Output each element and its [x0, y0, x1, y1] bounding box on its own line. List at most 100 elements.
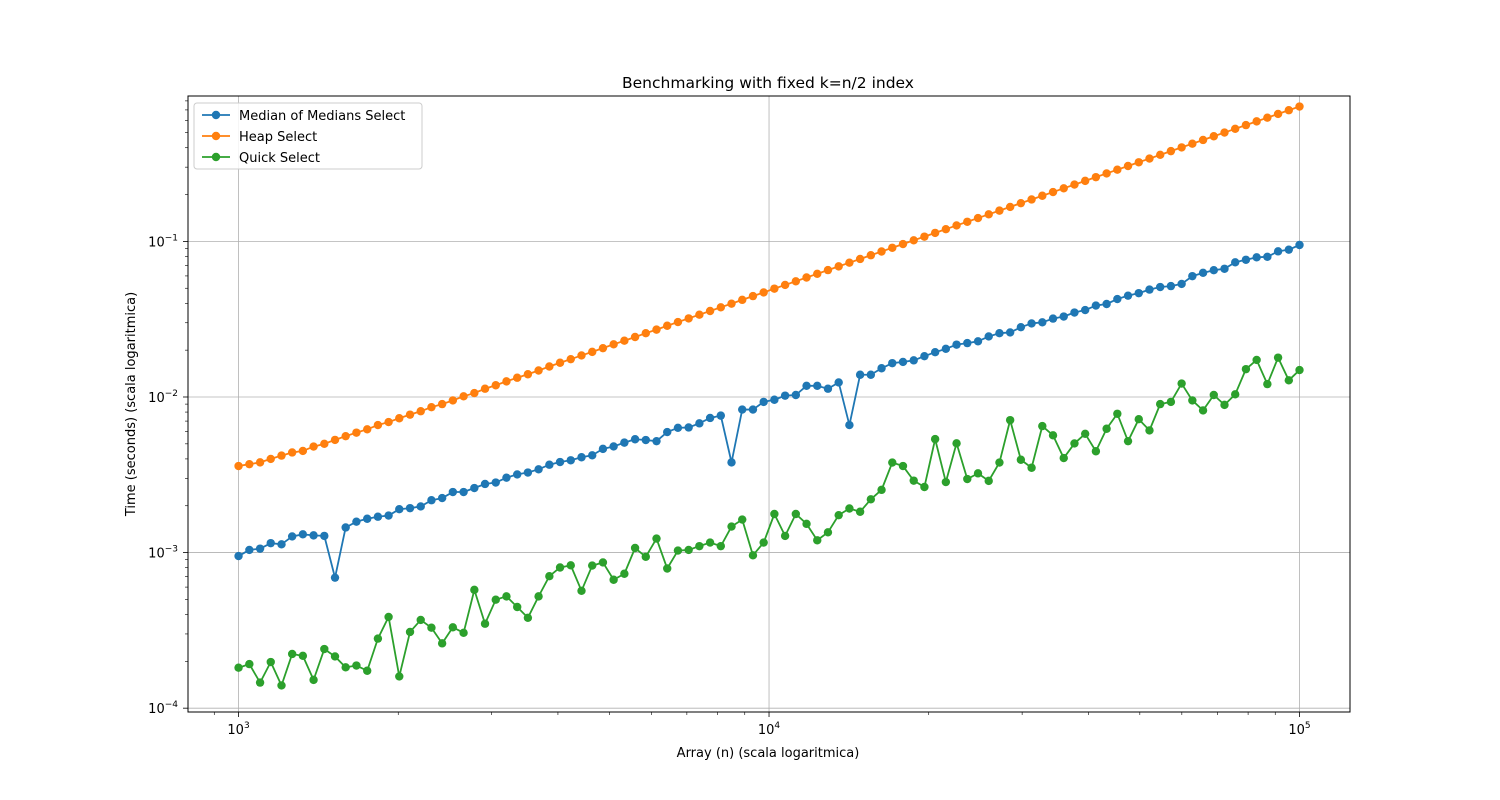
data-point-median-of-medians-select — [1016, 322, 1026, 332]
data-point-heap-select — [888, 243, 897, 252]
data-point-heap-select — [255, 458, 265, 467]
data-point-median-of-medians-select — [1113, 294, 1122, 304]
data-point-quick-select — [320, 644, 329, 654]
data-point-median-of-medians-select — [930, 348, 940, 357]
data-point-heap-select — [866, 251, 876, 260]
data-point-median-of-medians-select — [1005, 328, 1015, 337]
data-point-heap-select — [1027, 195, 1036, 204]
data-point-heap-select — [716, 303, 725, 312]
data-point-quick-select — [738, 515, 747, 524]
data-point-heap-select — [1134, 158, 1143, 167]
data-point-quick-select — [780, 531, 790, 541]
data-point-heap-select — [759, 288, 768, 297]
data-point-heap-select — [705, 306, 715, 316]
data-point-median-of-medians-select — [770, 395, 779, 404]
data-point-quick-select — [513, 602, 522, 612]
data-point-heap-select — [1231, 124, 1240, 134]
data-point-heap-select — [1102, 169, 1111, 178]
data-point-heap-select — [480, 384, 490, 393]
data-point-heap-select — [287, 448, 297, 457]
data-point-quick-select — [1005, 415, 1015, 425]
data-point-quick-select — [823, 528, 833, 537]
data-point-heap-select — [1284, 106, 1294, 115]
data-point-heap-select — [459, 392, 468, 401]
data-point-median-of-medians-select — [845, 420, 854, 430]
data-point-median-of-medians-select — [834, 378, 843, 387]
data-point-heap-select — [952, 221, 961, 230]
data-point-heap-select — [363, 425, 372, 434]
data-point-quick-select — [427, 623, 436, 632]
legend: Median of Medians Select Heap Select Quick… — [193, 102, 423, 170]
data-point-median-of-medians-select — [995, 329, 1004, 338]
data-point-heap-select — [1091, 172, 1101, 182]
data-point-heap-select — [963, 217, 972, 226]
data-point-median-of-medians-select — [630, 435, 640, 444]
data-point-quick-select — [266, 657, 275, 667]
data-point-median-of-medians-select — [1134, 288, 1143, 298]
data-point-median-of-medians-select — [1188, 271, 1197, 281]
data-point-heap-select — [234, 461, 243, 471]
data-point-quick-select — [1177, 379, 1186, 388]
data-point-quick-select — [405, 627, 415, 637]
data-point-heap-select — [405, 410, 415, 419]
data-point-median-of-medians-select — [352, 517, 361, 526]
data-point-heap-select — [727, 299, 736, 308]
data-point-heap-select — [1166, 146, 1176, 156]
data-point-quick-select — [598, 558, 608, 567]
series-line-quick-select — [238, 356, 1301, 687]
data-point-median-of-medians-select — [1252, 253, 1261, 262]
data-point-quick-select — [1102, 424, 1111, 433]
data-point-median-of-medians-select — [973, 337, 983, 346]
data-point-quick-select — [1198, 406, 1208, 415]
data-point-median-of-medians-select — [1209, 266, 1218, 275]
data-point-median-of-medians-select — [266, 538, 275, 548]
data-point-quick-select — [1016, 455, 1026, 464]
data-point-median-of-medians-select — [588, 451, 597, 460]
data-point-heap-select — [684, 314, 693, 323]
data-point-quick-select — [352, 661, 361, 670]
data-point-heap-select — [920, 232, 929, 241]
data-point-median-of-medians-select — [480, 479, 490, 489]
data-point-heap-select — [1188, 139, 1197, 148]
data-point-heap-select — [330, 435, 340, 445]
data-point-median-of-medians-select — [598, 444, 608, 454]
data-point-median-of-medians-select — [716, 411, 725, 420]
data-point-quick-select — [791, 509, 801, 519]
data-point-quick-select — [1263, 379, 1272, 389]
data-point-median-of-medians-select — [491, 478, 500, 487]
data-point-heap-select — [877, 247, 886, 256]
data-point-median-of-medians-select — [1027, 319, 1036, 328]
data-point-heap-select — [1273, 109, 1283, 119]
data-point-quick-select — [395, 672, 404, 681]
data-point-heap-select — [834, 262, 843, 271]
data-point-quick-select — [384, 612, 393, 622]
data-point-quick-select — [770, 509, 779, 519]
series-line-median-of-medians-select — [238, 244, 1300, 579]
data-point-quick-select — [1145, 426, 1154, 435]
data-point-quick-select — [1156, 399, 1165, 409]
data-point-quick-select — [609, 575, 618, 584]
data-point-quick-select — [577, 586, 586, 596]
data-point-quick-select — [1295, 365, 1304, 375]
data-point-quick-select — [941, 477, 951, 487]
data-point-quick-select — [641, 552, 650, 561]
data-point-quick-select — [1188, 396, 1197, 405]
data-point-median-of-medians-select — [1048, 314, 1058, 323]
data-point-heap-select — [738, 295, 747, 305]
data-point-heap-select — [566, 354, 575, 364]
data-point-quick-select — [1080, 429, 1090, 438]
data-point-heap-select — [384, 417, 393, 427]
data-point-heap-select — [663, 321, 672, 330]
data-point-heap-select — [1113, 165, 1122, 174]
data-point-heap-select — [577, 351, 586, 360]
data-point-median-of-medians-select — [952, 340, 961, 349]
data-point-quick-select — [298, 651, 308, 661]
data-point-quick-select — [866, 495, 876, 504]
data-point-median-of-medians-select — [1177, 279, 1186, 289]
data-point-median-of-medians-select — [363, 514, 372, 523]
data-point-heap-select — [770, 284, 779, 293]
data-point-heap-select — [1123, 161, 1133, 171]
data-point-median-of-medians-select — [823, 384, 833, 393]
chart-title: Benchmarking with fixed k=n/2 index — [622, 74, 914, 92]
